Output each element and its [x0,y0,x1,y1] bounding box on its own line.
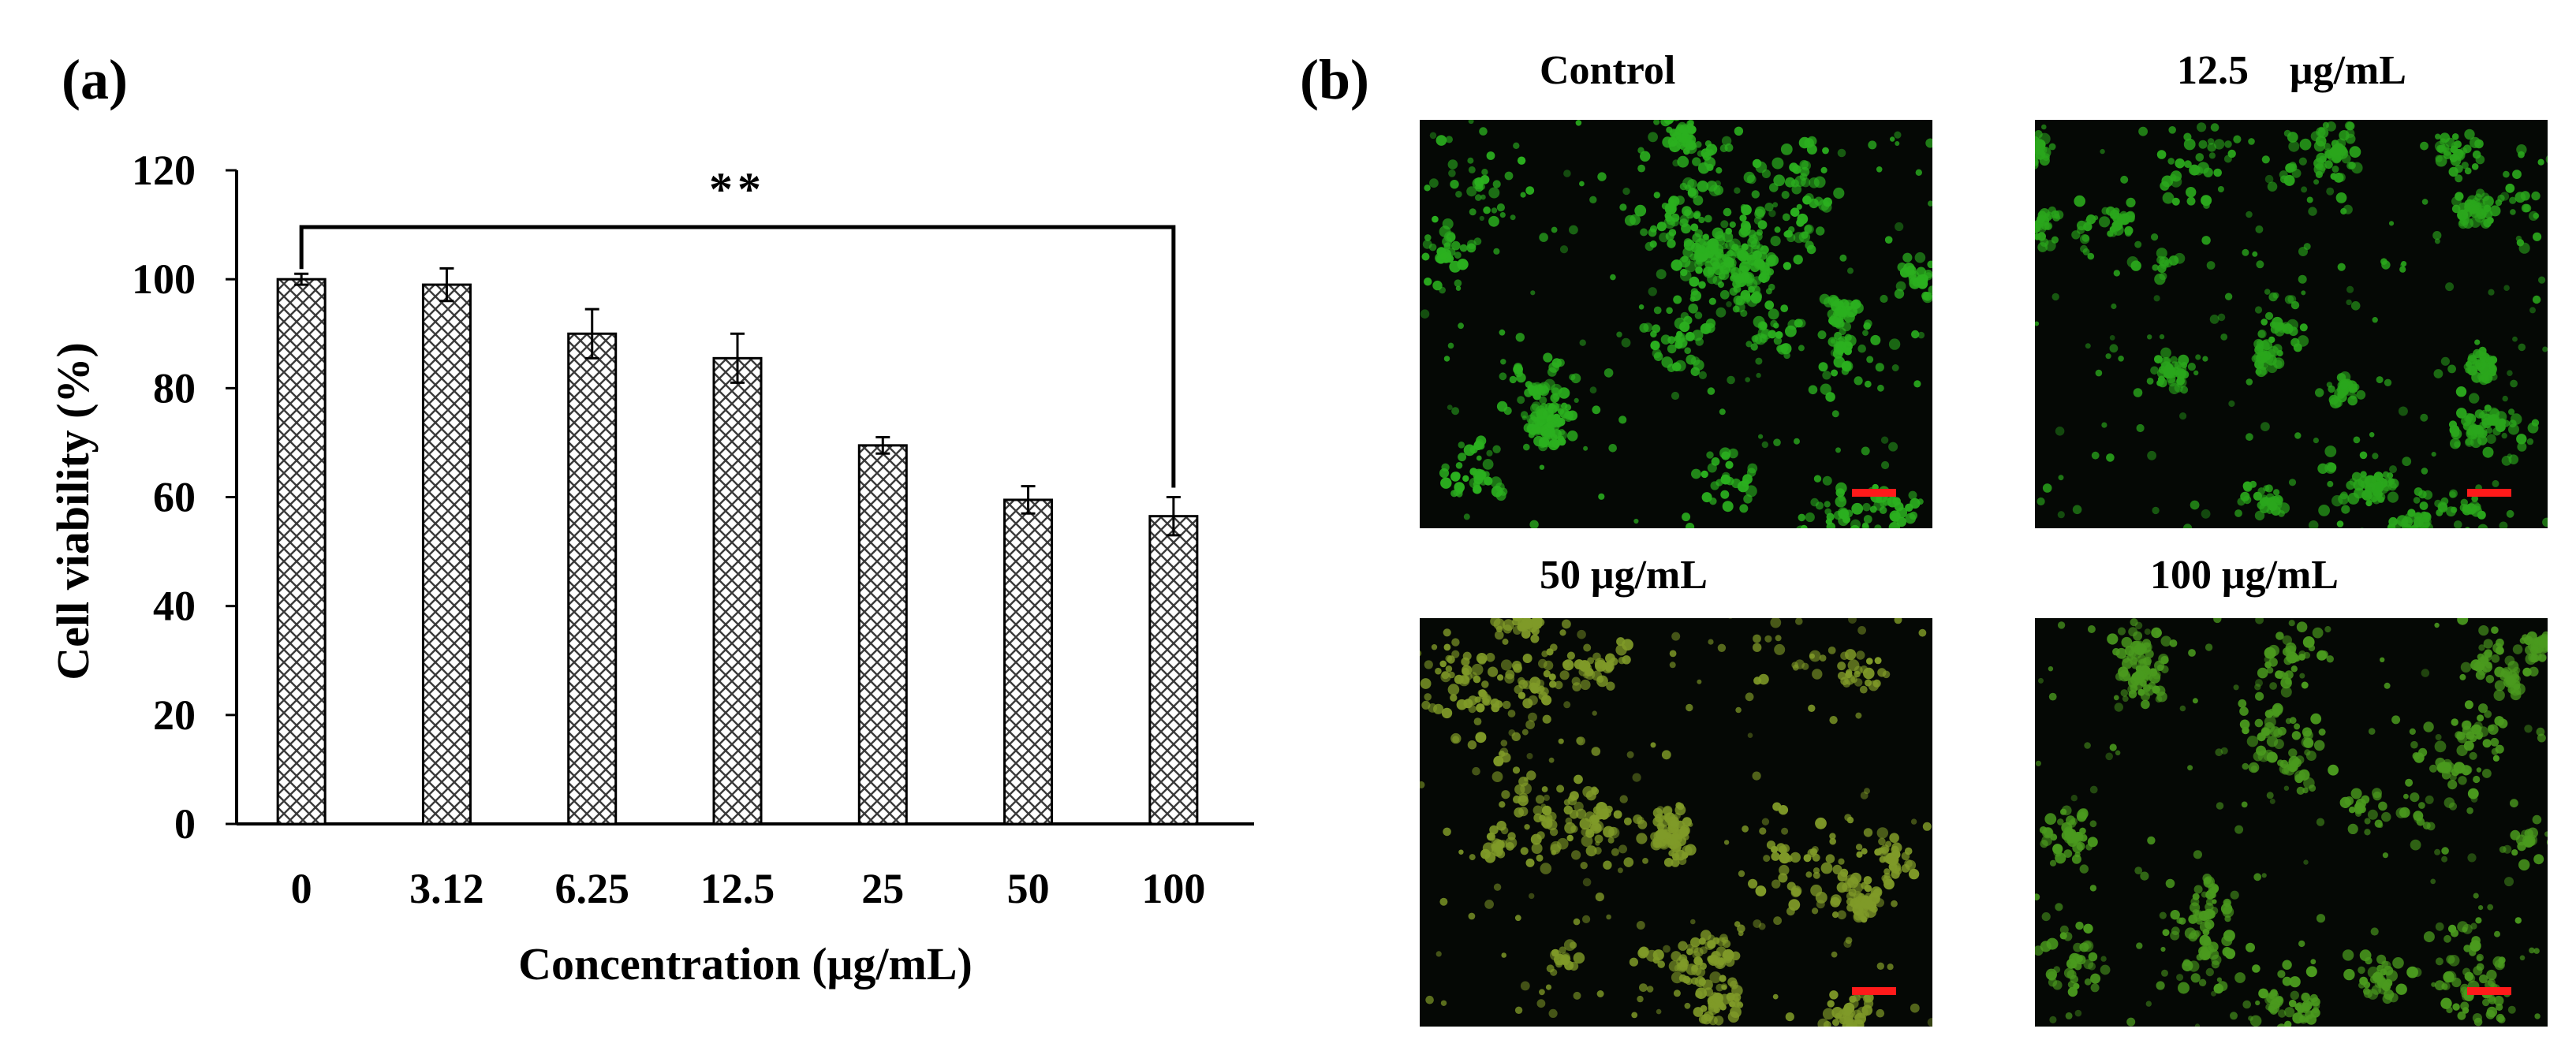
significance-bracket [299,225,1176,488]
micrograph-image [2035,618,2548,1027]
y-tick-label: 40 [153,583,196,630]
x-tick-label: 50 [1007,865,1050,912]
y-tick-label: 120 [132,147,196,194]
scale-bar [1852,489,1896,497]
panel-b-label: (b) [1300,48,1369,111]
bar [421,283,472,826]
x-tick-label: 12.5 [700,865,775,912]
micrograph-label: 12.5 μg/mL [2177,48,2406,93]
scale-bar [2467,489,2511,497]
micrograph-image [2035,120,2548,528]
micrograph-label: Control [1540,48,1676,93]
bar [567,332,618,826]
scale-bar [1852,987,1896,995]
significance-label: ** [709,163,766,215]
y-tick-label: 100 [132,255,196,303]
y-tick-label: 80 [153,364,196,412]
x-tick-label: 6.25 [554,865,629,912]
scale-bar [2467,987,2511,995]
y-tick-label: 20 [153,691,196,739]
bar [857,444,908,826]
panel-a-label: (a) [62,48,128,111]
y-tick-label: 0 [174,800,196,848]
bar [1148,515,1199,826]
x-axis-title: Concentration (μg/mL) [518,938,973,990]
micrograph-image [1420,120,1932,528]
micrograph-image [1420,618,1932,1027]
bar [712,356,763,826]
bar [276,278,327,826]
x-tick-label: 100 [1141,865,1205,912]
bar [1003,498,1054,826]
micrograph-label: 100 μg/mL [2150,553,2339,598]
x-tick-label: 0 [291,865,312,912]
y-axis-title: Cell viability (%) [47,342,99,680]
y-tick-label: 60 [153,474,196,521]
bar-chart: 0 20 40 60 80 100 120 0 3.12 6.25 12.5 25 50 100 ** Con… [47,147,1254,990]
x-tick-label: 3.12 [409,865,484,912]
micrograph-label: 50 μg/mL [1540,553,1708,598]
x-tick-label: 25 [861,865,904,912]
